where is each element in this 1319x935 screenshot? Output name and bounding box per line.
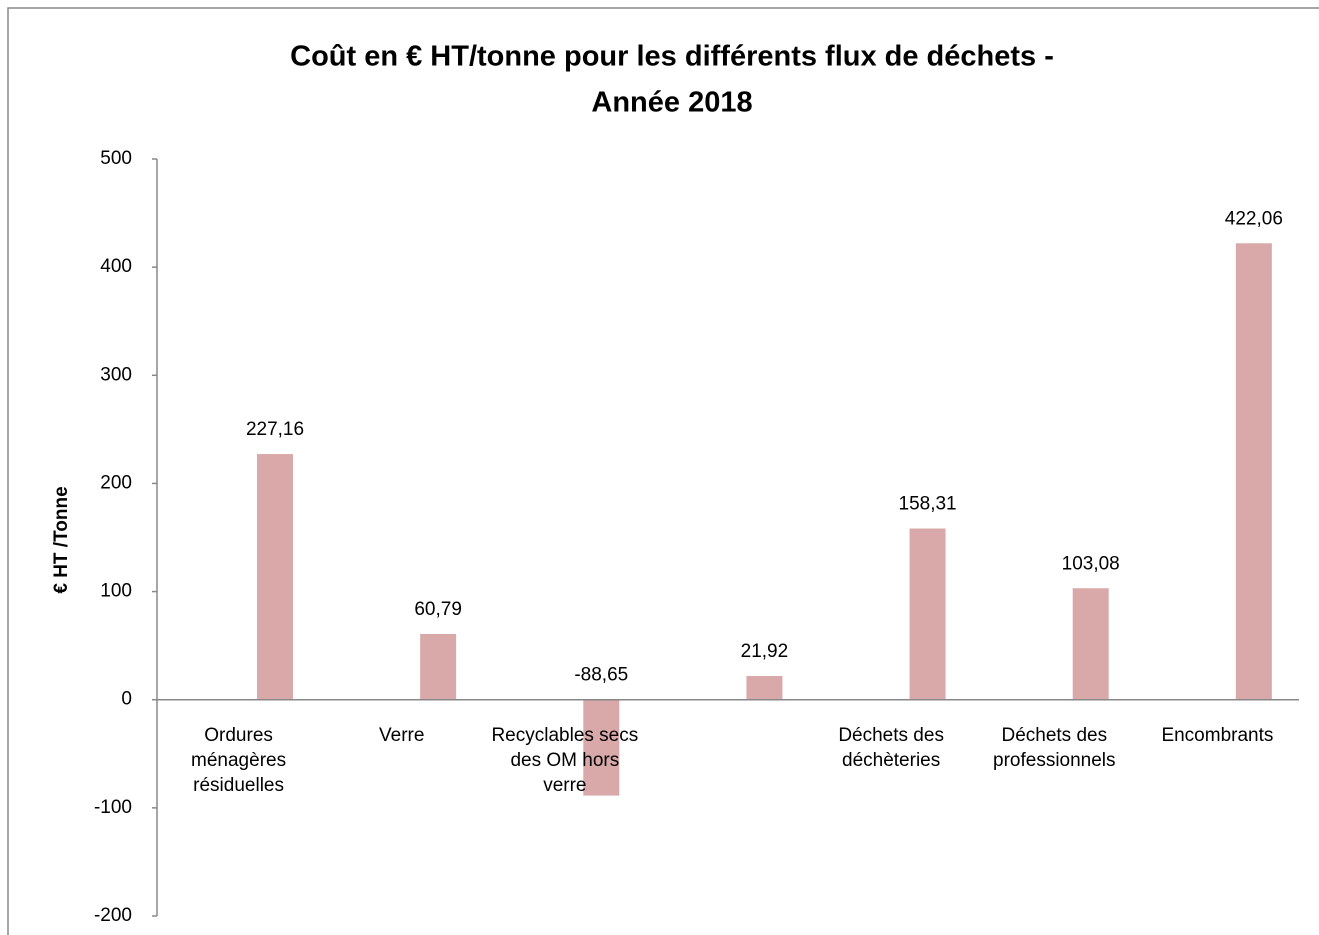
- y-tick-label: 300: [100, 364, 132, 385]
- x-tick-label: Recyclables secs des OM hors verre: [491, 725, 638, 796]
- data-label: 158,31: [899, 494, 957, 515]
- x-tick-label: Ordures ménagères résiduelles: [191, 725, 286, 796]
- bar: [909, 528, 946, 700]
- bar: [1235, 243, 1272, 700]
- data-label: 422,06: [1225, 208, 1283, 229]
- data-label: 103,08: [1062, 553, 1120, 574]
- bar: [1072, 588, 1109, 700]
- y-tick-label: 100: [100, 581, 132, 602]
- bar: [257, 454, 293, 700]
- x-tick-label: Encombrants: [1161, 725, 1273, 746]
- chart-title: Coût en € HT/tonne pour les différents f…: [290, 41, 1054, 73]
- chart-border: [7, 7, 1319, 935]
- bar: [583, 699, 620, 796]
- y-axis-label: € HT /Tonne: [51, 486, 72, 593]
- x-tick-label: Verre: [379, 725, 424, 746]
- data-label: 227,16: [246, 419, 304, 440]
- y-tick-label: -100: [94, 797, 132, 818]
- data-label: 21,92: [741, 641, 789, 662]
- data-label: 60,79: [414, 599, 462, 620]
- bar: [746, 676, 783, 700]
- y-tick-label: 400: [100, 256, 132, 277]
- y-tick-label: 0: [121, 689, 132, 710]
- x-tick-label: Déchets des professionnels: [993, 725, 1116, 771]
- x-tick-label: Déchets des déchèteries: [838, 725, 944, 771]
- chart-title: Année 2018: [591, 87, 752, 119]
- y-tick-label: -200: [94, 905, 132, 926]
- bar: [420, 633, 457, 700]
- y-tick-label: 200: [100, 472, 132, 493]
- data-label: -88,65: [574, 665, 628, 686]
- y-tick-label: 500: [100, 148, 132, 169]
